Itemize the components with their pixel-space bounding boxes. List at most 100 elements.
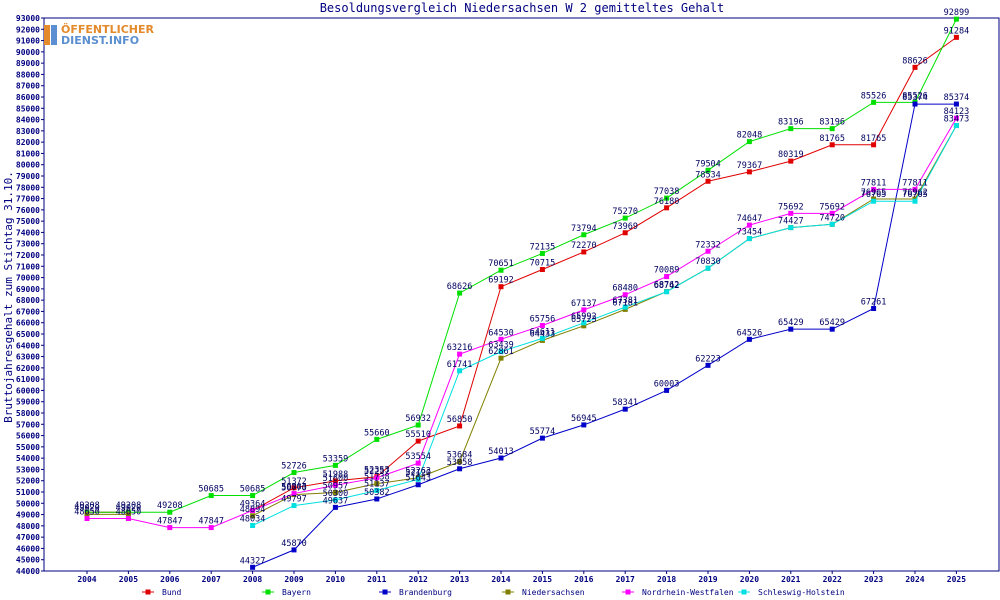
data-point: [705, 265, 711, 271]
data-point: [539, 250, 545, 256]
data-label: 92899: [944, 8, 970, 18]
data-label: 50770: [281, 484, 307, 494]
legend-marker: [625, 589, 631, 595]
data-label: 88626: [902, 56, 928, 66]
y-tick-label: 62000: [16, 364, 40, 373]
data-label: 64611: [530, 327, 556, 337]
data-label: 83473: [944, 115, 970, 125]
data-point: [829, 210, 835, 216]
y-tick-label: 45000: [16, 556, 40, 565]
data-point: [415, 476, 421, 482]
y-tick-label: 65000: [16, 330, 40, 339]
x-tick-label: 2017: [616, 575, 635, 584]
data-label: 49020: [116, 503, 142, 513]
y-tick-label: 56000: [16, 432, 40, 441]
data-label: 58341: [612, 398, 638, 408]
data-label: 74720: [819, 213, 845, 223]
data-label: 72332: [695, 240, 721, 250]
x-tick-label: 2015: [533, 575, 552, 584]
data-point: [457, 368, 463, 374]
y-tick-label: 66000: [16, 319, 40, 328]
data-label: 51372: [281, 477, 307, 487]
data-point: [829, 142, 835, 148]
y-tick-label: 69000: [16, 285, 40, 294]
data-point: [746, 139, 752, 145]
data-point: [250, 493, 256, 499]
y-tick-label: 79000: [16, 172, 40, 181]
data-point: [705, 362, 711, 368]
legend-marker: [505, 589, 511, 595]
data-point: [498, 284, 504, 290]
data-label: 69192: [488, 276, 514, 286]
data-label: 67261: [861, 297, 887, 307]
data-label: 65429: [778, 318, 804, 328]
data-label: 67181: [612, 298, 638, 308]
y-tick-label: 85000: [16, 104, 40, 113]
y-tick-label: 51000: [16, 488, 40, 497]
y-tick-label: 78000: [16, 183, 40, 192]
data-point: [250, 507, 256, 513]
data-label: 50685: [198, 485, 224, 495]
data-label: 62223: [695, 354, 721, 364]
y-tick-label: 82000: [16, 138, 40, 147]
data-point: [746, 169, 752, 175]
data-label: 68762: [654, 281, 680, 291]
data-point: [829, 221, 835, 227]
data-label: 81765: [861, 134, 887, 144]
y-axis: 44000 45000 46000 47000 48000 49000 50000 51000…: [16, 14, 44, 576]
data-label: 51600: [323, 474, 349, 484]
y-tick-label: 46000: [16, 544, 40, 553]
data-label: 70830: [695, 257, 721, 267]
series-line: [252, 125, 957, 517]
data-point: [498, 355, 504, 361]
data-label: 47847: [157, 517, 183, 527]
data-label: 49364: [240, 499, 266, 509]
data-label: 73969: [612, 222, 638, 232]
y-tick-label: 64000: [16, 341, 40, 350]
data-label: 73794: [571, 224, 597, 234]
x-tick-label: 2018: [657, 575, 676, 584]
data-point: [705, 248, 711, 254]
data-point: [457, 351, 463, 357]
data-point: [581, 320, 587, 326]
logo-line-1: ÖFFENTLICHER: [61, 23, 154, 36]
data-point: [912, 198, 918, 204]
x-tick-label: 2016: [574, 575, 593, 584]
data-label: 49208: [157, 501, 183, 511]
y-tick-label: 80000: [16, 161, 40, 170]
data-point: [871, 142, 877, 148]
series-line: [87, 117, 957, 529]
data-point: [829, 126, 835, 132]
data-point: [208, 493, 214, 499]
data-label: 64530: [488, 328, 514, 338]
y-tick-label: 84000: [16, 116, 40, 125]
data-point: [664, 387, 670, 393]
data-label: 76180: [654, 197, 680, 207]
data-label: 70651: [488, 259, 514, 269]
data-point: [332, 478, 338, 484]
data-label: 55660: [364, 428, 390, 438]
data-label: 52726: [281, 462, 307, 472]
data-label: 48650: [116, 508, 142, 518]
legend-label: Brandenburg: [399, 588, 452, 597]
data-point: [664, 195, 670, 201]
data-point: [457, 466, 463, 472]
data-point: [622, 406, 628, 412]
data-point: [953, 101, 959, 107]
data-label: 61741: [447, 360, 473, 370]
data-point: [539, 335, 545, 341]
data-point: [291, 547, 297, 553]
data-label: 52120: [405, 468, 431, 478]
data-label: 49208: [116, 501, 142, 511]
data-point: [167, 525, 173, 531]
x-tick-label: 2007: [202, 575, 221, 584]
data-label: 54013: [488, 447, 514, 457]
data-point: [953, 115, 959, 121]
y-tick-label: 57000: [16, 420, 40, 429]
x-tick-label: 2009: [284, 575, 303, 584]
data-label: 55510: [405, 430, 431, 440]
data-point: [581, 232, 587, 238]
y-tick-label: 67000: [16, 307, 40, 316]
legend: Bund Bayern Brandenburg Niedersachsen Nordrh…: [142, 588, 845, 597]
data-point: [788, 158, 794, 164]
